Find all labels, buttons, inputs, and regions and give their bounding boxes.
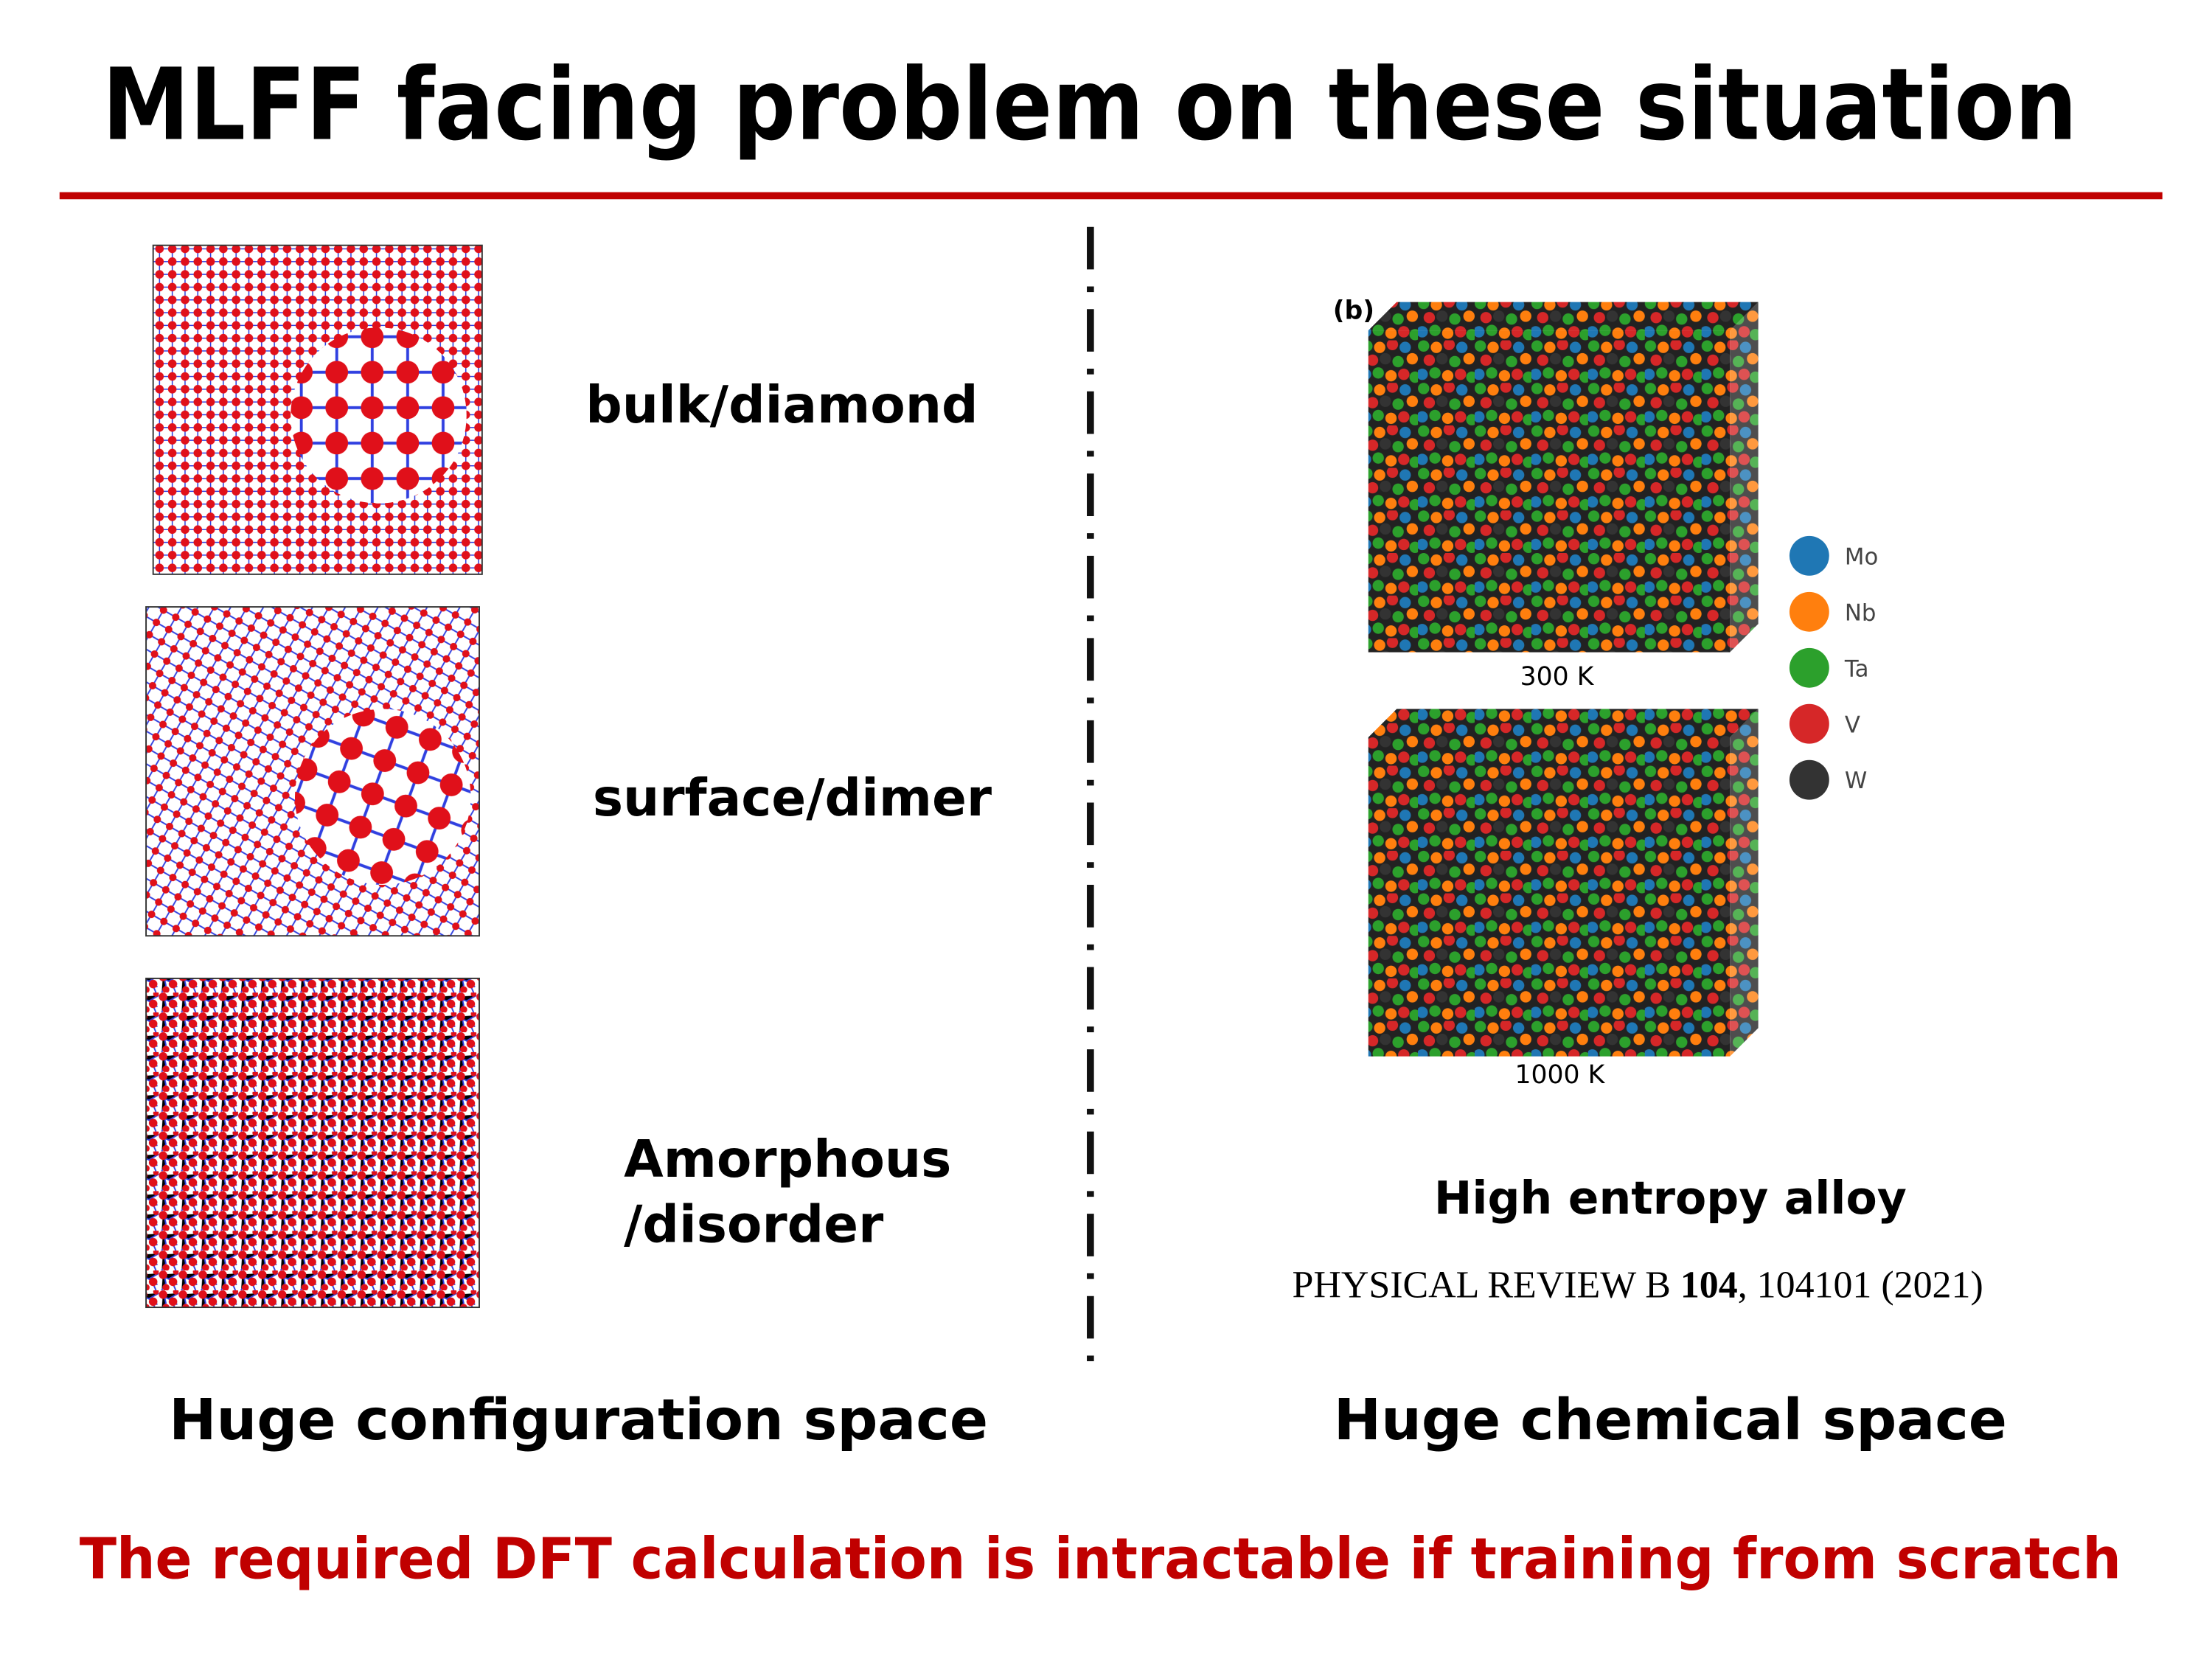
hea-cubes [1368, 302, 1759, 1057]
legend-swatch [1789, 647, 1829, 688]
citation-rest: , 104101 (2021) [1738, 1265, 1983, 1307]
legend-swatch [1789, 535, 1829, 576]
legend: Mo Nb Ta V W [1789, 535, 1878, 800]
citation: PHYSICAL REVIEW B 104, 104101 (2021) [1293, 1265, 1983, 1307]
legend-label: Ta [1844, 655, 1869, 682]
left-caption: Huge configuration space [169, 1388, 988, 1453]
left-figures [145, 244, 496, 1309]
legend-swatch [1789, 703, 1829, 744]
title: MLFF facing problem on these situation [102, 46, 2077, 162]
cube-side [1730, 709, 1759, 1057]
conclusion: The required DFT calculation is intracta… [80, 1526, 2121, 1592]
temperature-label: 300 K [1520, 662, 1595, 692]
figure-tag: (b) [1333, 296, 1374, 326]
panel-label: bulk/diamond [585, 376, 978, 435]
legend-swatch [1789, 591, 1829, 632]
panel-label: /disorder [624, 1196, 883, 1255]
temperature-label: 1000 K [1514, 1060, 1605, 1090]
bulk-zoom [291, 327, 467, 504]
legend-label: W [1845, 768, 1867, 794]
right-caption: Huge chemical space [1334, 1388, 2007, 1453]
subtitle: High entropy alloy [1434, 1172, 1907, 1225]
cube-top [1368, 709, 1759, 737]
citation-volume: 104 [1680, 1265, 1738, 1307]
panel-label: surface/dimer [593, 769, 992, 828]
legend-label: Nb [1845, 599, 1877, 626]
cube-front [1368, 737, 1731, 1057]
legend-label: V [1845, 712, 1860, 738]
amorphous-zoom [295, 1071, 471, 1248]
cube-side [1730, 302, 1759, 653]
citation-journal: PHYSICAL REVIEW B [1293, 1265, 1680, 1307]
legend-label: Mo [1845, 543, 1878, 570]
cube-front [1368, 330, 1731, 653]
cube-top [1368, 302, 1759, 331]
legend-swatch [1789, 759, 1829, 800]
panel-label: Amorphous [624, 1130, 951, 1189]
